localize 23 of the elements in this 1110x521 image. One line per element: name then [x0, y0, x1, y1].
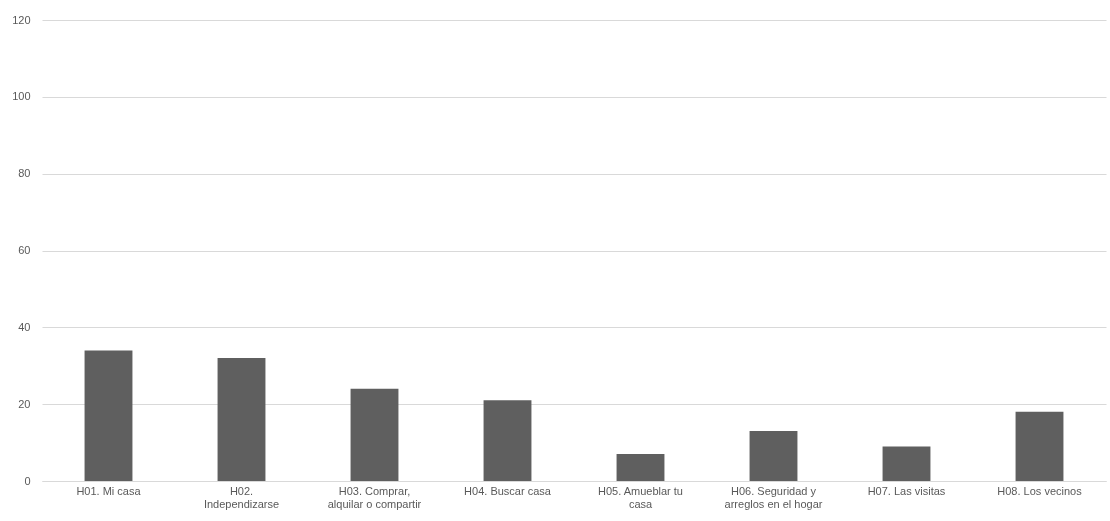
x-tick-label: H04. Buscar casa	[464, 484, 552, 497]
x-tick-label: H05. Amueblar tu casa	[598, 484, 683, 510]
x-tick-label: H02. Independizarse	[203, 484, 280, 510]
x-tick-label: H03. Comprar, alquilar o compartir	[327, 484, 422, 510]
bar	[350, 388, 399, 481]
bar	[217, 358, 266, 481]
x-tick-label: H08. Los vecinos	[997, 484, 1083, 497]
bar	[616, 454, 665, 481]
bar	[882, 446, 931, 481]
bar	[749, 431, 798, 481]
y-tick-label: 80	[18, 167, 31, 180]
y-tick-label: 120	[12, 13, 31, 26]
bar	[1015, 411, 1064, 481]
y-tick-label: 40	[18, 320, 31, 333]
x-tick-label: H01. Mi casa	[76, 484, 142, 497]
y-tick-label: 60	[18, 244, 31, 256]
x-tick-label: H07. Las visitas	[867, 484, 946, 497]
bar	[483, 400, 532, 481]
y-tick-label: 20	[18, 397, 31, 410]
bar	[84, 350, 133, 481]
y-tick-label: 0	[24, 474, 31, 487]
y-tick-label: 100	[12, 90, 31, 103]
x-tick-label: H06. Seguridad y arreglos en el hogar	[724, 484, 823, 510]
